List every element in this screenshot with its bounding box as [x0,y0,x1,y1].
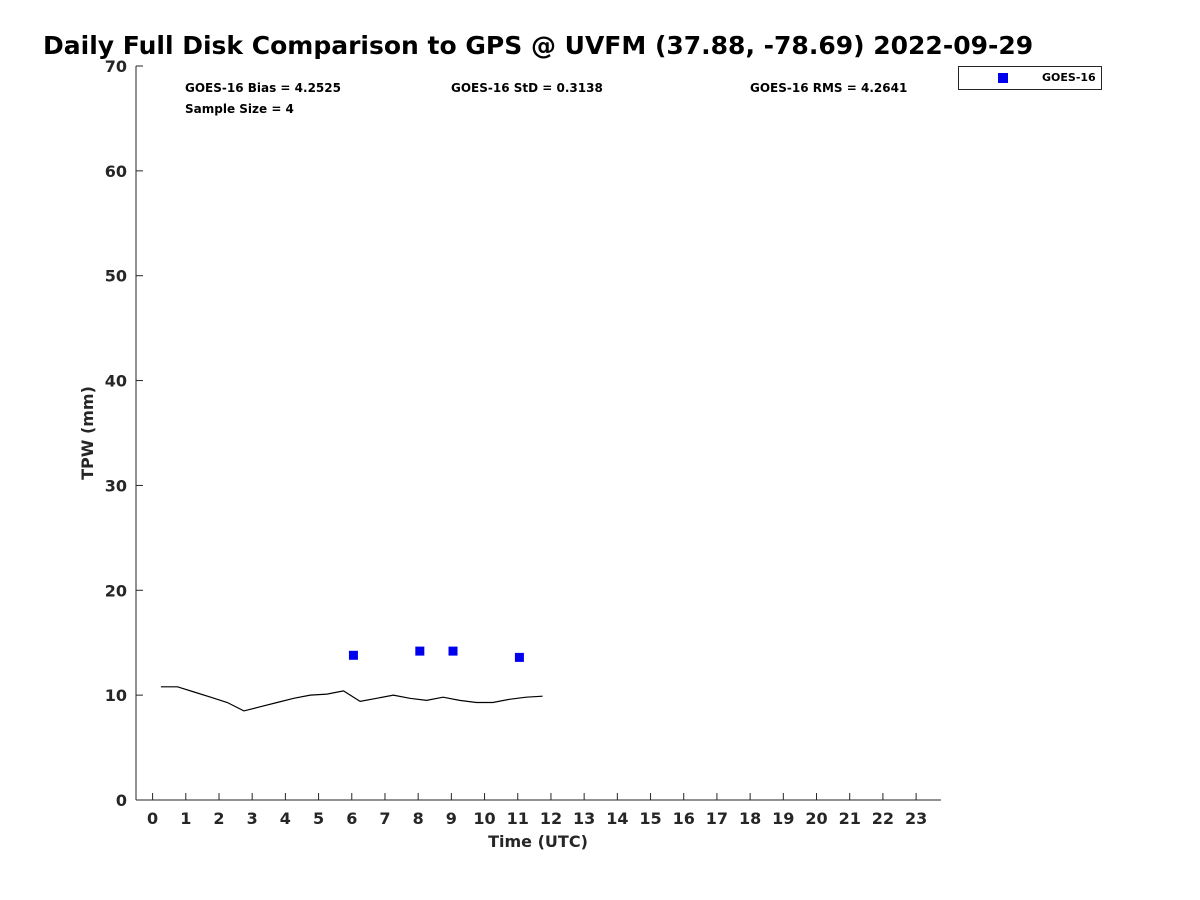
y-tick-label: 70 [105,57,127,76]
x-tick-label: 17 [706,809,728,828]
goes16-point [415,646,425,656]
y-axis-label: TPW (mm) [78,386,97,480]
legend-label-goes16: GOES-16 [1042,71,1096,84]
y-tick-label: 30 [105,476,127,495]
x-tick-label: 6 [346,809,357,828]
y-ticks: 0 10 20 30 40 50 60 70 [105,57,143,810]
x-tick-label: 14 [606,809,628,828]
legend: GOES-16 [958,66,1102,90]
goes16-scatter-series [348,646,524,662]
x-tick-label: 15 [639,809,661,828]
legend-box [958,66,1102,90]
x-tick-label: 20 [805,809,827,828]
x-tick-label: 3 [247,809,258,828]
x-tick-label: 4 [280,809,291,828]
gps-line [160,686,543,712]
x-tick-label: 7 [379,809,390,828]
y-tick-label: 10 [105,686,127,705]
stats-block: GOES-16 Bias = 4.2525 GOES-16 StD = 0.31… [185,81,907,116]
std-stat: GOES-16 StD = 0.3138 [451,81,603,95]
y-tick-label: 0 [116,791,127,810]
x-axis-label: Time (UTC) [488,832,588,851]
legend-swatch-goes16 [998,73,1008,83]
x-tick-label: 12 [540,809,562,828]
chart-title: Daily Full Disk Comparison to GPS @ UVFM… [43,31,1033,60]
y-tick-label: 50 [105,267,127,286]
x-tick-label: 16 [673,809,695,828]
y-tick-label: 20 [105,581,127,600]
bias-stat: GOES-16 Bias = 4.2525 [185,81,341,95]
x-tick-label: 22 [872,809,894,828]
x-tick-label: 2 [213,809,224,828]
goes16-point [348,650,358,660]
x-tick-label: 13 [573,809,595,828]
x-tick-label: 21 [839,809,861,828]
x-tick-label: 0 [147,809,158,828]
x-tick-label: 10 [473,809,495,828]
x-ticks: 0 1 2 3 4 5 6 7 8 9 10 11 12 13 14 15 16 17 18 19 20 21 22 23 [147,793,927,828]
y-tick-label: 40 [105,372,127,391]
sample-size-stat: Sample Size = 4 [185,102,294,116]
x-tick-label: 23 [905,809,927,828]
x-tick-label: 19 [772,809,794,828]
axes [135,66,941,801]
rms-stat: GOES-16 RMS = 4.2641 [750,81,907,95]
x-tick-label: 5 [313,809,324,828]
y-tick-label: 60 [105,162,127,181]
goes16-point [514,652,524,662]
x-tick-label: 8 [413,809,424,828]
x-tick-label: 9 [446,809,457,828]
x-tick-label: 11 [507,809,529,828]
x-tick-label: 1 [180,809,191,828]
goes16-point [448,646,458,656]
gps-line-series [160,686,543,712]
x-tick-label: 18 [739,809,761,828]
